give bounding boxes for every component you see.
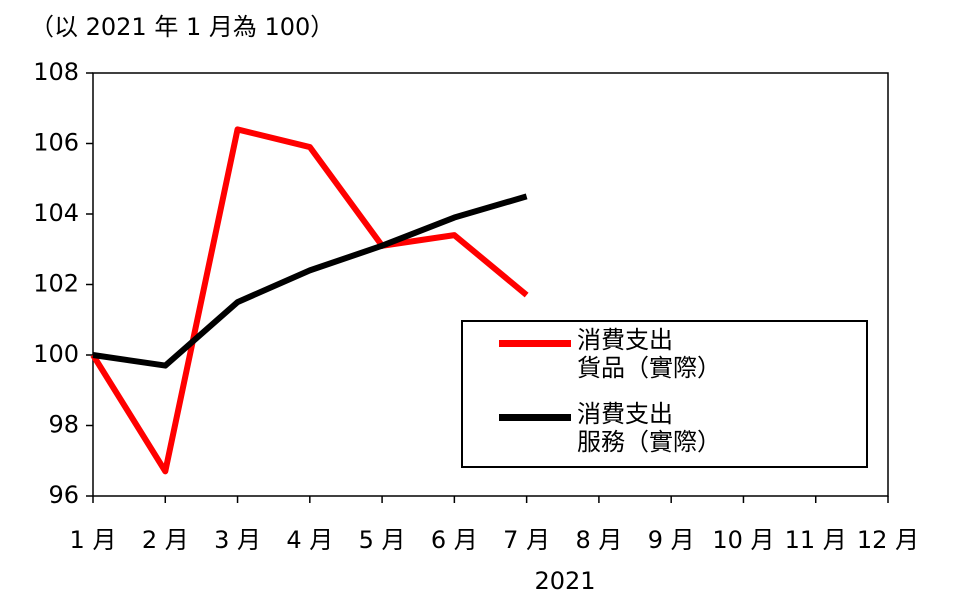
x-tick-label: 5 月 xyxy=(359,526,406,554)
x-tick-label: 3 月 xyxy=(214,526,261,554)
y-tick-label: 102 xyxy=(33,270,79,298)
x-tick-label: 12 月 xyxy=(857,526,919,554)
legend-entry: 消費支出 貨品（實際） xyxy=(499,326,721,382)
y-tick-label: 106 xyxy=(33,129,79,157)
x-tick-label: 8 月 xyxy=(575,526,622,554)
x-tick-label: 6 月 xyxy=(431,526,478,554)
legend-entry: 消費支出 服務（實際） xyxy=(499,400,721,456)
x-tick-label: 9 月 xyxy=(648,526,695,554)
y-tick-label: 98 xyxy=(48,411,79,439)
x-tick-label: 11 月 xyxy=(785,526,847,554)
x-tick-label: 2 月 xyxy=(142,526,189,554)
y-tick-label: 104 xyxy=(33,199,79,227)
x-tick-label: 7 月 xyxy=(503,526,550,554)
legend-swatch xyxy=(499,340,571,347)
y-tick-label: 96 xyxy=(48,481,79,509)
legend: 消費支出 貨品（實際） 消費支出 服務（實際） xyxy=(461,320,868,468)
legend-label: 消費支出 服務（實際） xyxy=(577,400,721,456)
subtitle: （以 2021 年 1 月為 100） xyxy=(30,13,334,41)
series-line xyxy=(90,126,529,475)
x-axis-label: 2021 xyxy=(534,567,595,595)
x-tick-label: 4 月 xyxy=(286,526,333,554)
x-tick-label: 10 月 xyxy=(712,526,774,554)
series-line xyxy=(92,193,528,369)
legend-swatch xyxy=(499,414,571,421)
y-tick-label: 108 xyxy=(33,58,79,86)
y-tick-label: 100 xyxy=(33,340,79,368)
x-tick-label: 1 月 xyxy=(70,526,117,554)
legend-label: 消費支出 貨品（實際） xyxy=(577,326,721,382)
